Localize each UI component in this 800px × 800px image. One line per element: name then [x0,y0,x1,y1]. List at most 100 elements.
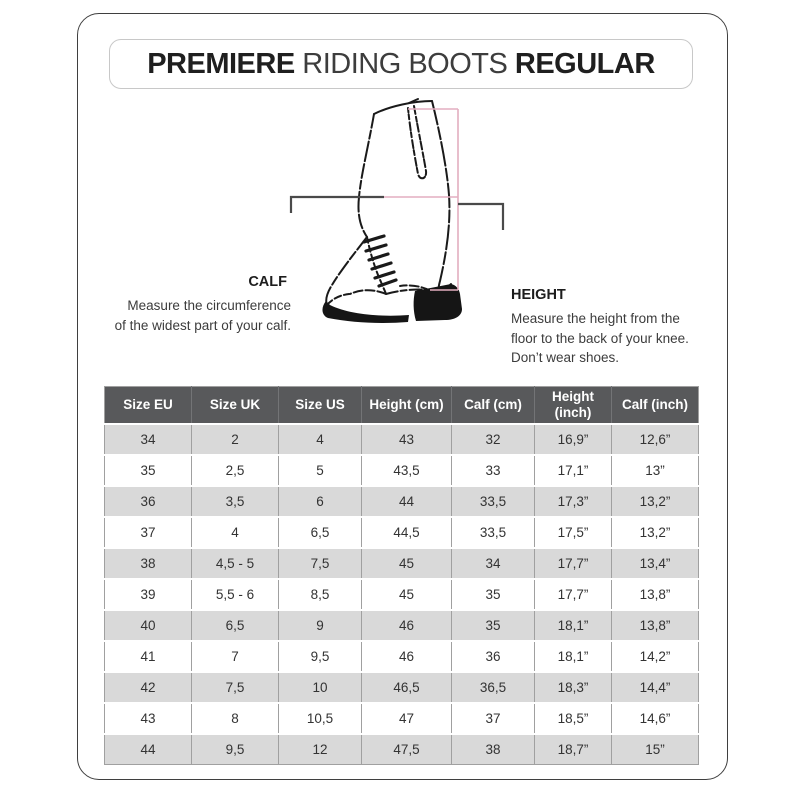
table-cell: 13,4” [611,547,699,579]
table-row: 37 4 6,5 44,5 33,5 17,5” 13,2” [104,516,699,548]
table-cell: 14,6” [611,702,699,734]
table-cell: 2,5 [191,454,279,486]
table-cell: 38 [104,547,192,579]
table-cell: 13,8” [611,609,699,641]
table-cell: 5 [278,454,362,486]
boot-sole [322,301,409,323]
table-cell: 36 [104,485,192,517]
table-cell: 13,8” [611,578,699,610]
table-cell: 13” [611,454,699,486]
height-description: Measure the height from the floor to the… [511,311,689,366]
table-cell: 38 [451,733,535,765]
table-cell: 33 [451,454,535,486]
table-row: 34 2 4 43 32 16,9” 12,6” [104,423,699,455]
table-cell: 7,5 [278,547,362,579]
table-cell: 9,5 [191,733,279,765]
table-cell: 17,7” [534,547,612,579]
table-cell: 43 [104,702,192,734]
table-cell: 16,9” [534,423,612,455]
page-title: PREMIERE RIDING BOOTS REGULAR [109,39,693,89]
height-label: HEIGHT [511,287,566,303]
table-cell: 36 [451,640,535,672]
table-cell: 3,5 [191,485,279,517]
height-annotation: HEIGHT Measure the height from the floor… [511,285,741,368]
table-cell: 17,7” [534,578,612,610]
table-cell: 37 [451,702,535,734]
table-row: 44 9,5 12 47,5 38 18,7” 15” [104,733,699,765]
table-cell: 18,1” [534,609,612,641]
column-header: Calf (cm) [451,386,535,424]
table-cell: 36,5 [451,671,535,703]
title-variant: REGULAR [514,47,655,80]
table-row: 36 3,5 6 44 33,5 17,3” 13,2” [104,485,699,517]
table-row: 42 7,5 10 46,5 36,5 18,3” 14,4” [104,671,699,703]
table-cell: 46 [361,640,452,672]
table-cell: 44,5 [361,516,452,548]
table-cell: 7 [191,640,279,672]
table-cell: 4 [278,423,362,455]
table-cell: 14,2” [611,640,699,672]
measurement-guide-lines [384,108,459,291]
table-cell: 34 [451,547,535,579]
table-cell: 8,5 [278,578,362,610]
table-cell: 35 [104,454,192,486]
column-header: Size US [278,386,362,424]
table-cell: 44 [104,733,192,765]
table-cell: 33,5 [451,485,535,517]
size-table-header-row: Size EU Size UK Size US Height (cm) Calf (cm… [104,386,699,424]
table-cell: 41 [104,640,192,672]
size-guide-card: PREMIERE RIDING BOOTS REGULAR [77,13,728,780]
table-cell: 46 [361,609,452,641]
column-header: Height (cm) [361,386,452,424]
table-cell: 44 [361,485,452,517]
table-cell: 17,3” [534,485,612,517]
table-cell: 12,6” [611,423,699,455]
column-header: Size EU [104,386,192,424]
table-row: 39 5,5 - 6 8,5 45 35 17,7” 13,8” [104,578,699,610]
table-cell: 47,5 [361,733,452,765]
annotation-connectors [289,195,505,230]
table-cell: 46,5 [361,671,452,703]
size-table: Size EU Size UK Size US Height (cm) Calf (cm… [104,386,699,765]
table-cell: 32 [451,423,535,455]
table-cell: 43 [361,423,452,455]
table-cell: 47 [361,702,452,734]
table-cell: 6,5 [191,609,279,641]
table-cell: 18,5” [534,702,612,734]
table-cell: 35 [451,609,535,641]
table-cell: 4 [191,516,279,548]
table-cell: 17,5” [534,516,612,548]
table-cell: 45 [361,578,452,610]
table-cell: 33,5 [451,516,535,548]
table-cell: 40 [104,609,192,641]
table-cell: 10,5 [278,702,362,734]
calf-description: Measure the circumference of the widest … [114,298,291,333]
table-cell: 12 [278,733,362,765]
table-cell: 8 [191,702,279,734]
table-cell: 5,5 - 6 [191,578,279,610]
table-cell: 9,5 [278,640,362,672]
table-cell: 13,2” [611,485,699,517]
table-cell: 35 [451,578,535,610]
table-cell: 37 [104,516,192,548]
column-header: Size UK [191,386,279,424]
table-row: 35 2,5 5 43,5 33 17,1” 13” [104,454,699,486]
boot-heel [413,284,462,321]
table-cell: 13,2” [611,516,699,548]
table-cell: 6 [278,485,362,517]
column-header: Calf (inch) [611,386,699,424]
table-row: 43 8 10,5 47 37 18,5” 14,6” [104,702,699,734]
table-cell: 42 [104,671,192,703]
table-cell: 18,7” [534,733,612,765]
table-cell: 14,4” [611,671,699,703]
table-cell: 18,1” [534,640,612,672]
table-cell: 10 [278,671,362,703]
riding-boot-illustration [289,98,505,323]
boot-laces [362,234,398,288]
calf-label: CALF [248,274,287,290]
boot-outline [325,98,452,306]
column-header: Height (inch) [534,386,612,424]
table-row: 40 6,5 9 46 35 18,1” 13,8” [104,609,699,641]
table-cell: 4,5 - 5 [191,547,279,579]
table-cell: 18,3” [534,671,612,703]
